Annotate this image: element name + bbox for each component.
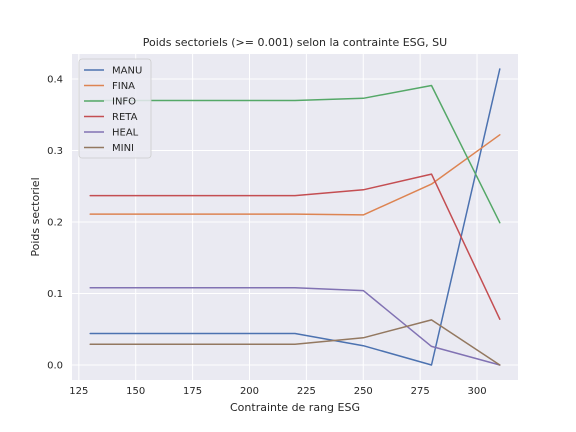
x-tick-label: 150 <box>126 386 145 397</box>
y-tick-label: 0.3 <box>47 146 63 157</box>
series-line-manu <box>89 68 501 366</box>
x-tick-label: 125 <box>69 386 88 397</box>
series-line-info <box>89 84 501 224</box>
x-tick-label: 200 <box>240 386 259 397</box>
legend: MANU FINA INFO RETA HEAL MINI <box>78 58 152 159</box>
legend-label-mini: MINI <box>112 143 134 154</box>
legend-label-reta: RETA <box>112 112 138 123</box>
x-tick-label: 250 <box>354 386 373 397</box>
tick-labels: 125 150 175 200 225 250 275 300 0.0 0.1 0.2 0.3 0.4 <box>47 75 486 397</box>
x-tick-label: 300 <box>467 386 486 397</box>
legend-label-fina: FINA <box>112 81 135 92</box>
y-axis-title: Poids sectoriel <box>29 177 42 256</box>
series-line-heal <box>89 287 501 366</box>
series-line-reta <box>89 173 501 320</box>
x-tick-label: 225 <box>297 386 316 397</box>
x-axis-title: Contrainte de rang ESG <box>230 401 360 414</box>
legend-label-manu: MANU <box>112 66 142 77</box>
y-tick-label: 0.1 <box>47 289 63 300</box>
legend-frame <box>78 58 152 159</box>
x-tick-label: 275 <box>411 386 430 397</box>
y-tick-label: 0.2 <box>47 218 63 229</box>
series-line-fina <box>89 134 501 216</box>
y-tick-label: 0.0 <box>47 360 63 371</box>
series-line-mini <box>89 319 501 366</box>
chart-title: Poids sectoriels (>= 0.001) selon la con… <box>143 36 447 49</box>
x-tick-label: 175 <box>183 386 202 397</box>
legend-label-heal: HEAL <box>112 128 139 139</box>
legend-label-info: INFO <box>112 97 136 108</box>
series-lines <box>89 68 501 366</box>
y-tick-label: 0.4 <box>47 75 63 86</box>
